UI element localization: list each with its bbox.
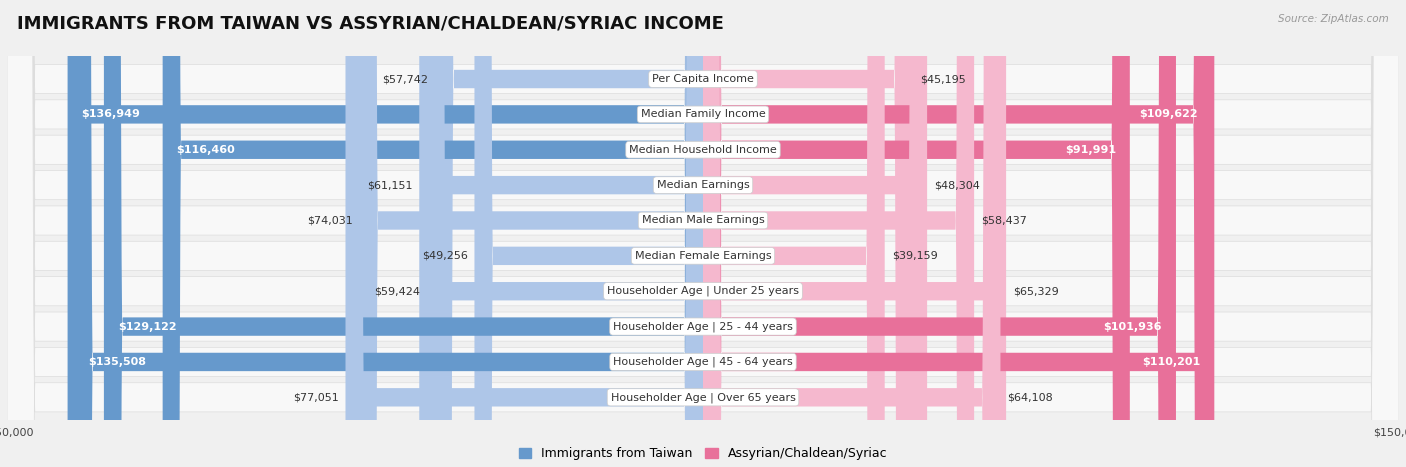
Text: Householder Age | 45 - 64 years: Householder Age | 45 - 64 years — [613, 357, 793, 367]
Text: $48,304: $48,304 — [934, 180, 980, 190]
FancyBboxPatch shape — [703, 0, 1130, 467]
FancyBboxPatch shape — [703, 0, 1001, 467]
Text: Source: ZipAtlas.com: Source: ZipAtlas.com — [1278, 14, 1389, 24]
FancyBboxPatch shape — [360, 0, 703, 467]
FancyBboxPatch shape — [7, 0, 1399, 467]
Text: $59,424: $59,424 — [374, 286, 420, 296]
Text: $61,151: $61,151 — [367, 180, 412, 190]
Text: $110,201: $110,201 — [1142, 357, 1201, 367]
Text: Median Household Income: Median Household Income — [628, 145, 778, 155]
FancyBboxPatch shape — [104, 0, 703, 467]
Text: Householder Age | Over 65 years: Householder Age | Over 65 years — [610, 392, 796, 403]
FancyBboxPatch shape — [434, 0, 703, 467]
FancyBboxPatch shape — [346, 0, 703, 467]
Text: Median Family Income: Median Family Income — [641, 109, 765, 120]
Text: $64,108: $64,108 — [1008, 392, 1053, 402]
Text: $58,437: $58,437 — [981, 215, 1026, 226]
FancyBboxPatch shape — [7, 0, 1399, 467]
FancyBboxPatch shape — [75, 0, 703, 467]
Text: $77,051: $77,051 — [292, 392, 339, 402]
Text: $57,742: $57,742 — [382, 74, 429, 84]
FancyBboxPatch shape — [67, 0, 703, 467]
Text: $45,195: $45,195 — [920, 74, 966, 84]
FancyBboxPatch shape — [7, 0, 1399, 467]
FancyBboxPatch shape — [419, 0, 703, 467]
FancyBboxPatch shape — [703, 0, 884, 467]
FancyBboxPatch shape — [7, 0, 1399, 467]
FancyBboxPatch shape — [703, 0, 1007, 467]
FancyBboxPatch shape — [427, 0, 703, 467]
Text: $65,329: $65,329 — [1014, 286, 1059, 296]
FancyBboxPatch shape — [7, 0, 1399, 467]
FancyBboxPatch shape — [7, 0, 1399, 467]
FancyBboxPatch shape — [703, 0, 912, 467]
Text: $49,256: $49,256 — [422, 251, 468, 261]
Text: $116,460: $116,460 — [177, 145, 235, 155]
Text: $39,159: $39,159 — [891, 251, 938, 261]
Text: Median Male Earnings: Median Male Earnings — [641, 215, 765, 226]
FancyBboxPatch shape — [703, 0, 974, 467]
Text: Householder Age | 25 - 44 years: Householder Age | 25 - 44 years — [613, 321, 793, 332]
Text: Median Female Earnings: Median Female Earnings — [634, 251, 772, 261]
FancyBboxPatch shape — [7, 0, 1399, 467]
Text: $136,949: $136,949 — [82, 109, 141, 120]
Text: $91,991: $91,991 — [1064, 145, 1116, 155]
Text: Per Capita Income: Per Capita Income — [652, 74, 754, 84]
Text: Householder Age | Under 25 years: Householder Age | Under 25 years — [607, 286, 799, 297]
Text: $101,936: $101,936 — [1104, 322, 1161, 332]
Legend: Immigrants from Taiwan, Assyrian/Chaldean/Syriac: Immigrants from Taiwan, Assyrian/Chaldea… — [513, 442, 893, 465]
FancyBboxPatch shape — [7, 0, 1399, 467]
FancyBboxPatch shape — [703, 0, 1175, 467]
Text: $74,031: $74,031 — [307, 215, 353, 226]
FancyBboxPatch shape — [703, 0, 1212, 467]
FancyBboxPatch shape — [7, 0, 1399, 467]
Text: $109,622: $109,622 — [1139, 109, 1198, 120]
FancyBboxPatch shape — [163, 0, 703, 467]
FancyBboxPatch shape — [703, 0, 1215, 467]
FancyBboxPatch shape — [7, 0, 1399, 467]
Text: Median Earnings: Median Earnings — [657, 180, 749, 190]
Text: IMMIGRANTS FROM TAIWAN VS ASSYRIAN/CHALDEAN/SYRIAC INCOME: IMMIGRANTS FROM TAIWAN VS ASSYRIAN/CHALD… — [17, 14, 724, 32]
Text: $129,122: $129,122 — [118, 322, 176, 332]
Text: $135,508: $135,508 — [89, 357, 146, 367]
FancyBboxPatch shape — [703, 0, 927, 467]
FancyBboxPatch shape — [474, 0, 703, 467]
